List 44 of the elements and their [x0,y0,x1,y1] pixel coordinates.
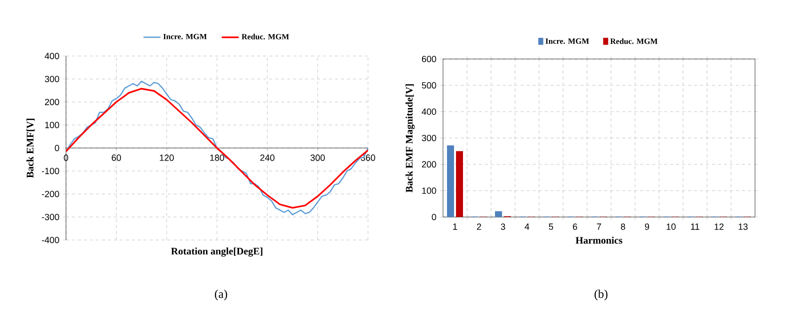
x-tick-label: 240 [260,154,274,161]
x-tick-label: 60 [112,154,121,161]
x-tick-label: 10 [666,224,676,230]
x-tick-label: 2 [476,224,482,230]
x-tick-label: 6 [572,224,578,230]
x-tick-label: 0 [64,154,68,161]
y-tick-label: 600 [422,56,436,62]
x-tick-label: 12 [714,224,724,230]
y-tick-label: 100 [422,187,436,194]
y-axis-title: Back EMF Magnitude[V] [406,84,415,192]
y-tick-label: 200 [44,98,60,106]
x-tick-label: 7 [596,224,602,230]
y-tick-label: -100 [42,168,60,174]
y-tick-label: 500 [422,82,436,89]
y-tick-label: -200 [42,190,60,198]
x-tick-label: 1 [453,224,458,230]
y-tick-label: 400 [44,52,60,60]
bar [495,211,502,217]
y-tick-label: 200 [422,161,436,168]
x-tick-label: 180 [210,154,224,161]
y-tick-label: 400 [422,108,436,115]
y-axis-title: Back EMF[V] [26,118,35,178]
y-tick-label: 0 [432,214,436,220]
x-tick-label: 11 [691,224,700,230]
text: (b) [594,290,608,300]
x-axis-title: Harmonics [576,236,622,244]
x-tick-label: 13 [738,224,748,230]
x-tick-label: 300 [310,154,325,161]
x-tick-label: 9 [644,224,650,230]
y-tick-label: 300 [44,76,60,82]
y-tick-label: -300 [42,214,60,220]
x-tick-label: 8 [620,224,626,230]
x-tick-label: 5 [548,224,554,230]
bar [447,145,454,217]
text: (a) [214,290,228,300]
y-tick-label: 300 [422,134,436,142]
x-tick-label: 3 [500,224,506,230]
bar [456,151,464,217]
x-axis-title: Rotation angle[DegE] [171,248,262,257]
y-tick-label: 100 [45,122,60,128]
y-tick-label: -400 [42,236,60,244]
x-tick-label: 4 [524,224,530,230]
y-tick-label: 0 [54,144,60,152]
x-tick-label: 120 [160,154,174,161]
